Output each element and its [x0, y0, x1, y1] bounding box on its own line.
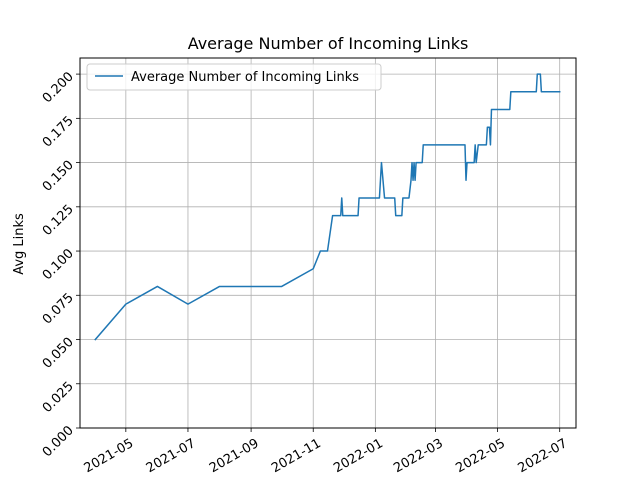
series-line [94, 73, 561, 341]
legend: Average Number of Incoming Links [86, 63, 382, 91]
legend-box [86, 63, 382, 91]
legend-label: Average Number of Incoming Links [131, 70, 359, 85]
y-axis-label: Avg Links [12, 213, 27, 275]
plot-frame [79, 57, 577, 429]
chart-title: Average Number of Incoming Links [188, 34, 469, 53]
series-layer [94, 73, 561, 341]
